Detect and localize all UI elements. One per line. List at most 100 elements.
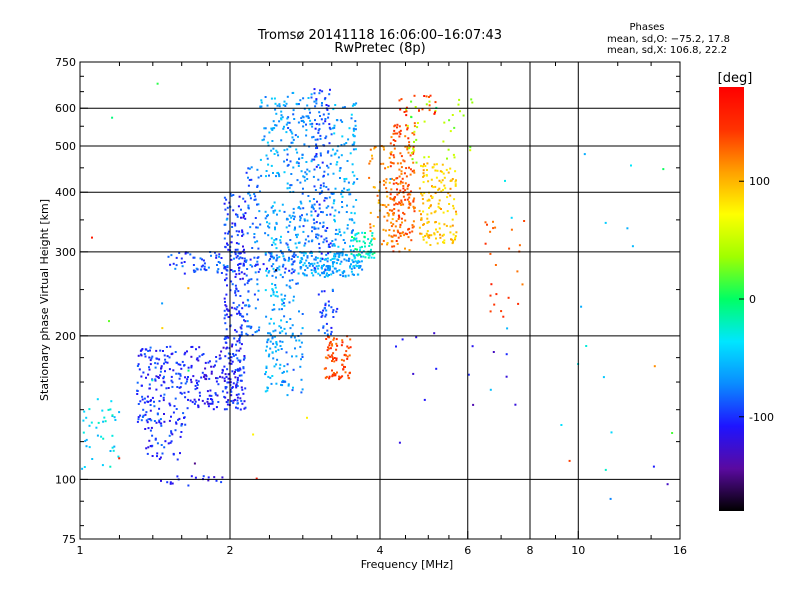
echo-point bbox=[444, 187, 447, 190]
echo-point bbox=[227, 248, 230, 251]
echo-point bbox=[176, 475, 179, 478]
echo-point bbox=[265, 175, 267, 178]
echo-point bbox=[495, 293, 498, 296]
echo-point bbox=[423, 174, 426, 177]
echo-point bbox=[212, 408, 215, 411]
echo-point bbox=[118, 457, 121, 460]
echo-point bbox=[331, 343, 333, 346]
echo-point bbox=[266, 389, 269, 392]
echo-point bbox=[226, 265, 229, 267]
echo-point bbox=[312, 175, 315, 178]
echo-point bbox=[204, 367, 207, 370]
echo-point bbox=[235, 308, 238, 311]
echo-point bbox=[331, 369, 333, 372]
echo-point bbox=[386, 242, 389, 244]
echo-point bbox=[313, 155, 316, 158]
echo-point bbox=[274, 346, 277, 349]
echo-point bbox=[295, 148, 298, 151]
echo-point bbox=[289, 221, 292, 223]
echo-point bbox=[291, 263, 294, 266]
echo-point bbox=[310, 254, 313, 257]
echo-point bbox=[343, 354, 346, 357]
echo-point bbox=[263, 135, 266, 138]
echo-point bbox=[235, 393, 238, 396]
echo-point bbox=[443, 239, 446, 242]
echo-point bbox=[408, 144, 411, 147]
echo-point bbox=[333, 124, 336, 127]
phase-box-title: Phases bbox=[629, 22, 665, 33]
echo-point bbox=[207, 402, 210, 405]
echo-point bbox=[190, 355, 193, 358]
y-tick-label: 500 bbox=[55, 140, 76, 153]
echo-point bbox=[283, 298, 286, 300]
echo-point bbox=[393, 156, 396, 159]
echo-point bbox=[398, 135, 401, 138]
echo-point bbox=[154, 362, 157, 365]
echo-point bbox=[320, 252, 323, 255]
echo-point bbox=[272, 120, 275, 123]
echo-point bbox=[399, 232, 401, 235]
echo-point bbox=[306, 266, 309, 269]
echo-point bbox=[217, 261, 220, 263]
echo-point bbox=[293, 260, 296, 263]
echo-point bbox=[172, 369, 175, 372]
echo-point bbox=[312, 135, 315, 138]
echo-point bbox=[333, 373, 336, 376]
echo-point bbox=[400, 204, 403, 206]
echo-point bbox=[316, 233, 319, 236]
echo-point bbox=[186, 378, 189, 381]
echo-point bbox=[500, 310, 503, 313]
echo-point bbox=[296, 282, 299, 285]
y-tick-label: 100 bbox=[55, 473, 76, 486]
echo-point bbox=[422, 236, 425, 239]
echo-point bbox=[219, 261, 221, 264]
echo-point bbox=[265, 215, 268, 218]
echo-point bbox=[354, 233, 357, 236]
echo-point bbox=[439, 236, 442, 239]
echo-point bbox=[198, 391, 201, 394]
echo-point bbox=[408, 231, 411, 234]
echo-point bbox=[320, 235, 323, 238]
echo-point bbox=[253, 198, 256, 201]
echo-point bbox=[328, 196, 331, 199]
echo-point bbox=[205, 374, 207, 377]
echo-point bbox=[272, 342, 275, 345]
echo-point bbox=[452, 153, 455, 156]
echo-point bbox=[306, 256, 309, 259]
echo-point bbox=[217, 268, 220, 271]
echo-point bbox=[156, 442, 159, 445]
echo-point bbox=[301, 356, 304, 358]
echo-point bbox=[162, 396, 165, 399]
echo-point bbox=[238, 195, 241, 198]
echo-point bbox=[322, 241, 325, 244]
echo-point bbox=[325, 322, 328, 325]
echo-point bbox=[329, 242, 332, 245]
echo-point bbox=[338, 211, 341, 214]
echo-point bbox=[391, 162, 394, 164]
echo-point bbox=[585, 345, 588, 347]
echo-point bbox=[214, 251, 216, 254]
echo-point bbox=[363, 235, 366, 238]
echo-point bbox=[327, 112, 330, 115]
echo-point bbox=[394, 132, 397, 135]
echo-point bbox=[274, 284, 277, 286]
echo-point bbox=[311, 230, 313, 233]
echo-point bbox=[331, 344, 334, 347]
echo-point bbox=[168, 419, 171, 422]
echo-point bbox=[420, 192, 423, 195]
echo-point bbox=[257, 247, 260, 250]
echo-point bbox=[170, 379, 173, 382]
echo-point bbox=[449, 231, 452, 234]
echo-point bbox=[356, 254, 359, 257]
echo-point bbox=[395, 182, 398, 185]
echo-point bbox=[449, 194, 452, 197]
echo-point bbox=[149, 363, 152, 366]
echo-point bbox=[272, 330, 275, 333]
echo-point bbox=[190, 366, 193, 369]
echo-point bbox=[237, 393, 240, 396]
echo-point bbox=[322, 182, 325, 185]
echo-point bbox=[142, 408, 145, 411]
echo-cluster-9 bbox=[167, 251, 296, 275]
echo-point bbox=[273, 322, 275, 325]
